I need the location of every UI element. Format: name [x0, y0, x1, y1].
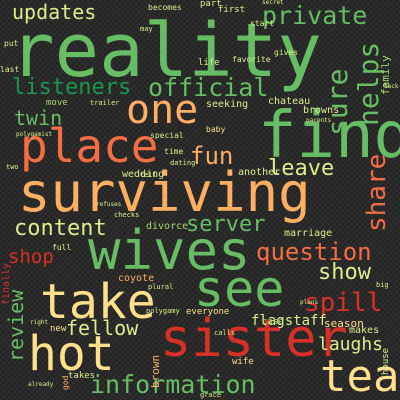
word-content: content [14, 216, 107, 241]
word-fun: fun [190, 142, 234, 170]
word-new: new [50, 324, 67, 334]
word-twin: twin [14, 106, 63, 130]
word-seeking: seeking [206, 99, 249, 110]
word-marriage: marriage [284, 228, 333, 239]
word-move: move [46, 98, 68, 108]
word-listeners: listeners [12, 75, 132, 100]
word-house: house [381, 347, 391, 375]
word-makes: makes [349, 325, 380, 336]
word-chateau: chateau [268, 96, 311, 107]
word-server: server [186, 212, 266, 237]
word-checks: checks [114, 211, 140, 219]
word-divorce: divorce [146, 221, 189, 232]
word-put: put [4, 39, 19, 48]
word-wedding: wedding [122, 169, 165, 180]
word-part: part [200, 0, 222, 9]
word-question: question [256, 238, 372, 266]
word-see: see [194, 260, 285, 318]
word-takes: takes [68, 371, 96, 381]
word-browns: browns [303, 105, 340, 116]
word-leave: leave [268, 156, 335, 181]
word-polygamy: polygamy [146, 307, 180, 315]
word-gives: gives [274, 48, 299, 57]
word-laughs: laughs [318, 334, 384, 355]
word-official: official [148, 73, 269, 102]
word-sure: sure [321, 68, 354, 136]
word-sister: sister [160, 309, 348, 369]
word-season: season [324, 317, 364, 330]
word-coyote: coyote [118, 273, 155, 284]
word-reality: reality [10, 8, 322, 94]
word-grace: grace [200, 391, 222, 399]
word-plural: plural [148, 283, 174, 291]
word-back: back [384, 83, 399, 90]
word-wife: wife [232, 357, 254, 367]
word-surviving: surviving [18, 161, 311, 224]
word-plans: plans [300, 299, 319, 306]
word-information: information [90, 370, 256, 399]
word-brown: brown [149, 354, 162, 388]
word-hot: hot [28, 326, 115, 382]
word-tea: tea [320, 351, 400, 400]
word-updates: updates [12, 0, 97, 24]
word-full: full [52, 243, 72, 252]
word-shop: shop [8, 246, 54, 268]
word-spill: spill [304, 288, 383, 318]
word-dating: dating [170, 159, 196, 167]
word-one: one [126, 87, 199, 133]
word-baby: baby [206, 125, 226, 134]
word-favorite: favorite [232, 55, 271, 64]
word-place: place [20, 119, 159, 173]
word-another: another [238, 167, 281, 178]
word-flagstaff: flagstaff [251, 313, 327, 329]
word-big: big [376, 281, 389, 289]
word-first: first [218, 5, 246, 15]
word-show: show [318, 260, 371, 285]
word-right: right [30, 319, 49, 326]
word-tell: tell [140, 171, 157, 179]
word-may: may [140, 25, 153, 33]
word-share: share [362, 153, 392, 232]
word-everyone: everyone [186, 307, 230, 317]
word-private: private [262, 1, 368, 30]
word-polygamist: polygamist [16, 131, 53, 138]
word-becomes: becomes [148, 3, 182, 12]
word-special: special [150, 131, 184, 140]
word-start: start [250, 19, 275, 28]
word-last: last [0, 65, 20, 74]
word-fellow: fellow [66, 316, 139, 340]
word-secret: secret [262, 0, 284, 6]
word-wives: wives [88, 219, 251, 282]
word-time: time [164, 147, 184, 156]
word-calls: calls [214, 329, 236, 337]
word-find: find [258, 99, 400, 173]
word-life: life [198, 58, 220, 68]
word-two: two [6, 163, 19, 171]
word-parents: parents [306, 117, 332, 124]
word-take: take [40, 274, 156, 330]
word-case: case [262, 317, 284, 327]
word-finally: finally [1, 262, 12, 305]
word-trailer: trailer [90, 99, 120, 107]
word-already: already [28, 381, 54, 388]
word-refuses: refuses [96, 201, 122, 208]
